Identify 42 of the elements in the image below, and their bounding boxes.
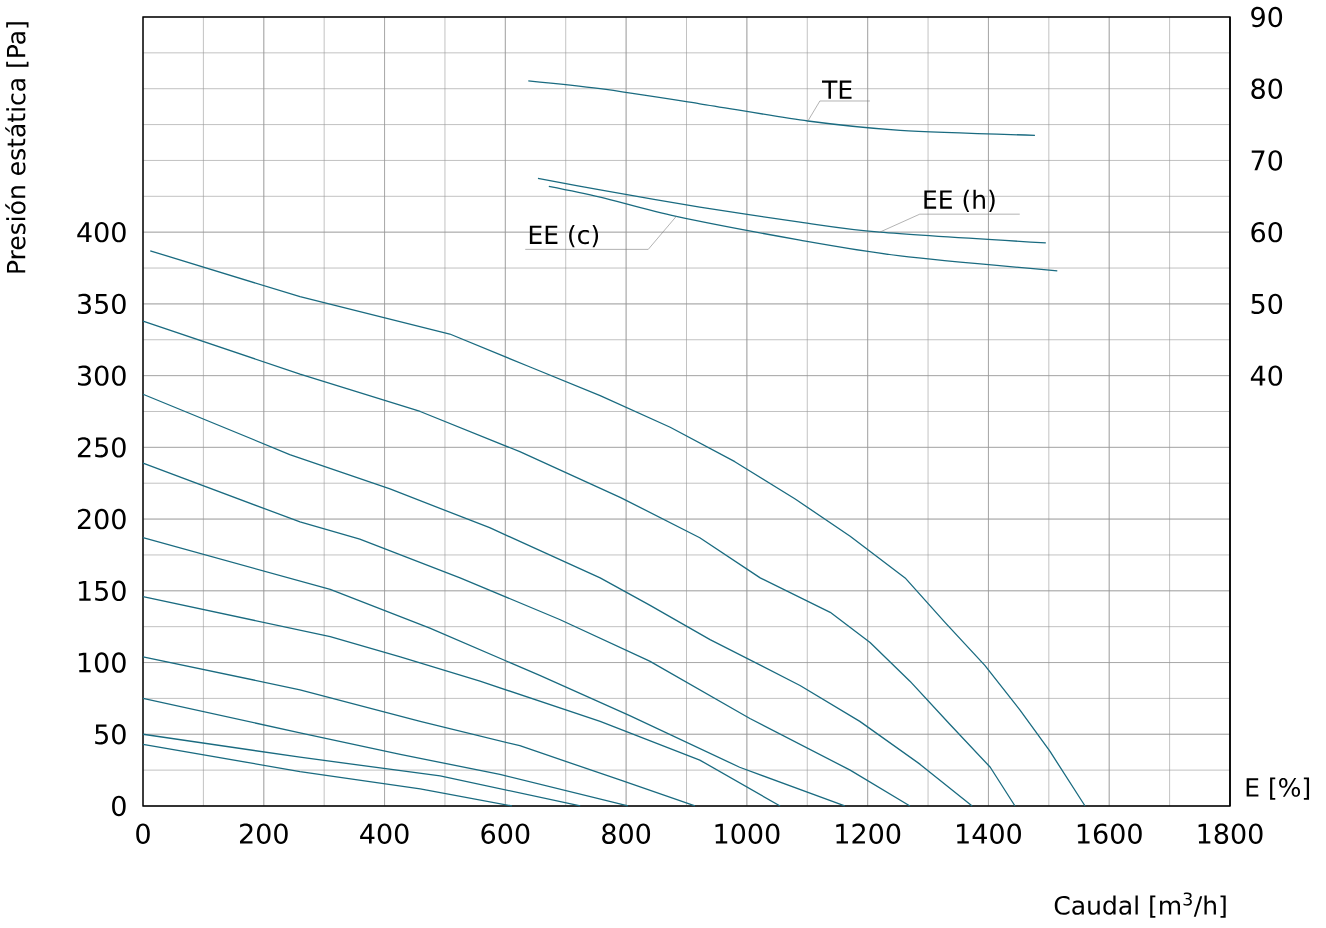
line-series xyxy=(527,80,1036,136)
y2-tick-label: 70 xyxy=(1251,150,1283,171)
y-axis-title: Presión estática [Pa] xyxy=(5,22,29,273)
x-tick-label: 800 xyxy=(602,823,651,844)
series-label: EE (c) xyxy=(529,224,599,248)
line-series xyxy=(142,743,513,807)
y-tick-label: 400 xyxy=(77,221,126,243)
series-label: TE xyxy=(822,80,852,99)
y-tick-label: 50 xyxy=(95,724,126,745)
y-tick-label: 300 xyxy=(77,365,126,386)
x-tick-label: 1600 xyxy=(1077,823,1142,844)
x-axis-title: Caudal [m$^{3}$/h] xyxy=(1054,892,1226,918)
x-tick-label: 0 xyxy=(136,823,150,844)
x-tick-label: 200 xyxy=(239,823,288,844)
y-tick-label: 150 xyxy=(78,580,126,602)
x-tick-label: 1000 xyxy=(715,823,780,844)
y2-tick-label: 40 xyxy=(1250,365,1283,386)
y2-axis-title: E [%] xyxy=(1246,777,1310,800)
y-tick-label: 0 xyxy=(112,795,126,817)
line-series xyxy=(149,250,1086,807)
y2-tick-label: 90 xyxy=(1251,6,1283,28)
x-tick-label: 1200 xyxy=(836,823,901,844)
y-tick-label: 250 xyxy=(77,437,126,458)
line-series xyxy=(142,537,846,807)
x-tick-label: 1800 xyxy=(1198,823,1263,844)
line-series xyxy=(142,656,696,807)
x-tick-label: 600 xyxy=(481,823,530,844)
line-series xyxy=(142,595,781,807)
x-tick-label: 1400 xyxy=(957,823,1021,844)
line-series xyxy=(142,733,581,807)
y-tick-label: 100 xyxy=(78,652,126,673)
line-series xyxy=(142,462,911,807)
y2-tick-label: 60 xyxy=(1251,221,1283,243)
series-label: EE (h) xyxy=(924,189,995,212)
line-series xyxy=(142,320,1016,807)
x-tick-label: 400 xyxy=(360,823,409,844)
line-series xyxy=(142,393,973,807)
y-tick-label: 350 xyxy=(77,293,126,315)
y2-tick-label: 80 xyxy=(1251,78,1283,99)
y2-tick-label: 50 xyxy=(1251,293,1283,315)
line-series xyxy=(142,697,629,807)
y-tick-label: 200 xyxy=(77,508,126,530)
